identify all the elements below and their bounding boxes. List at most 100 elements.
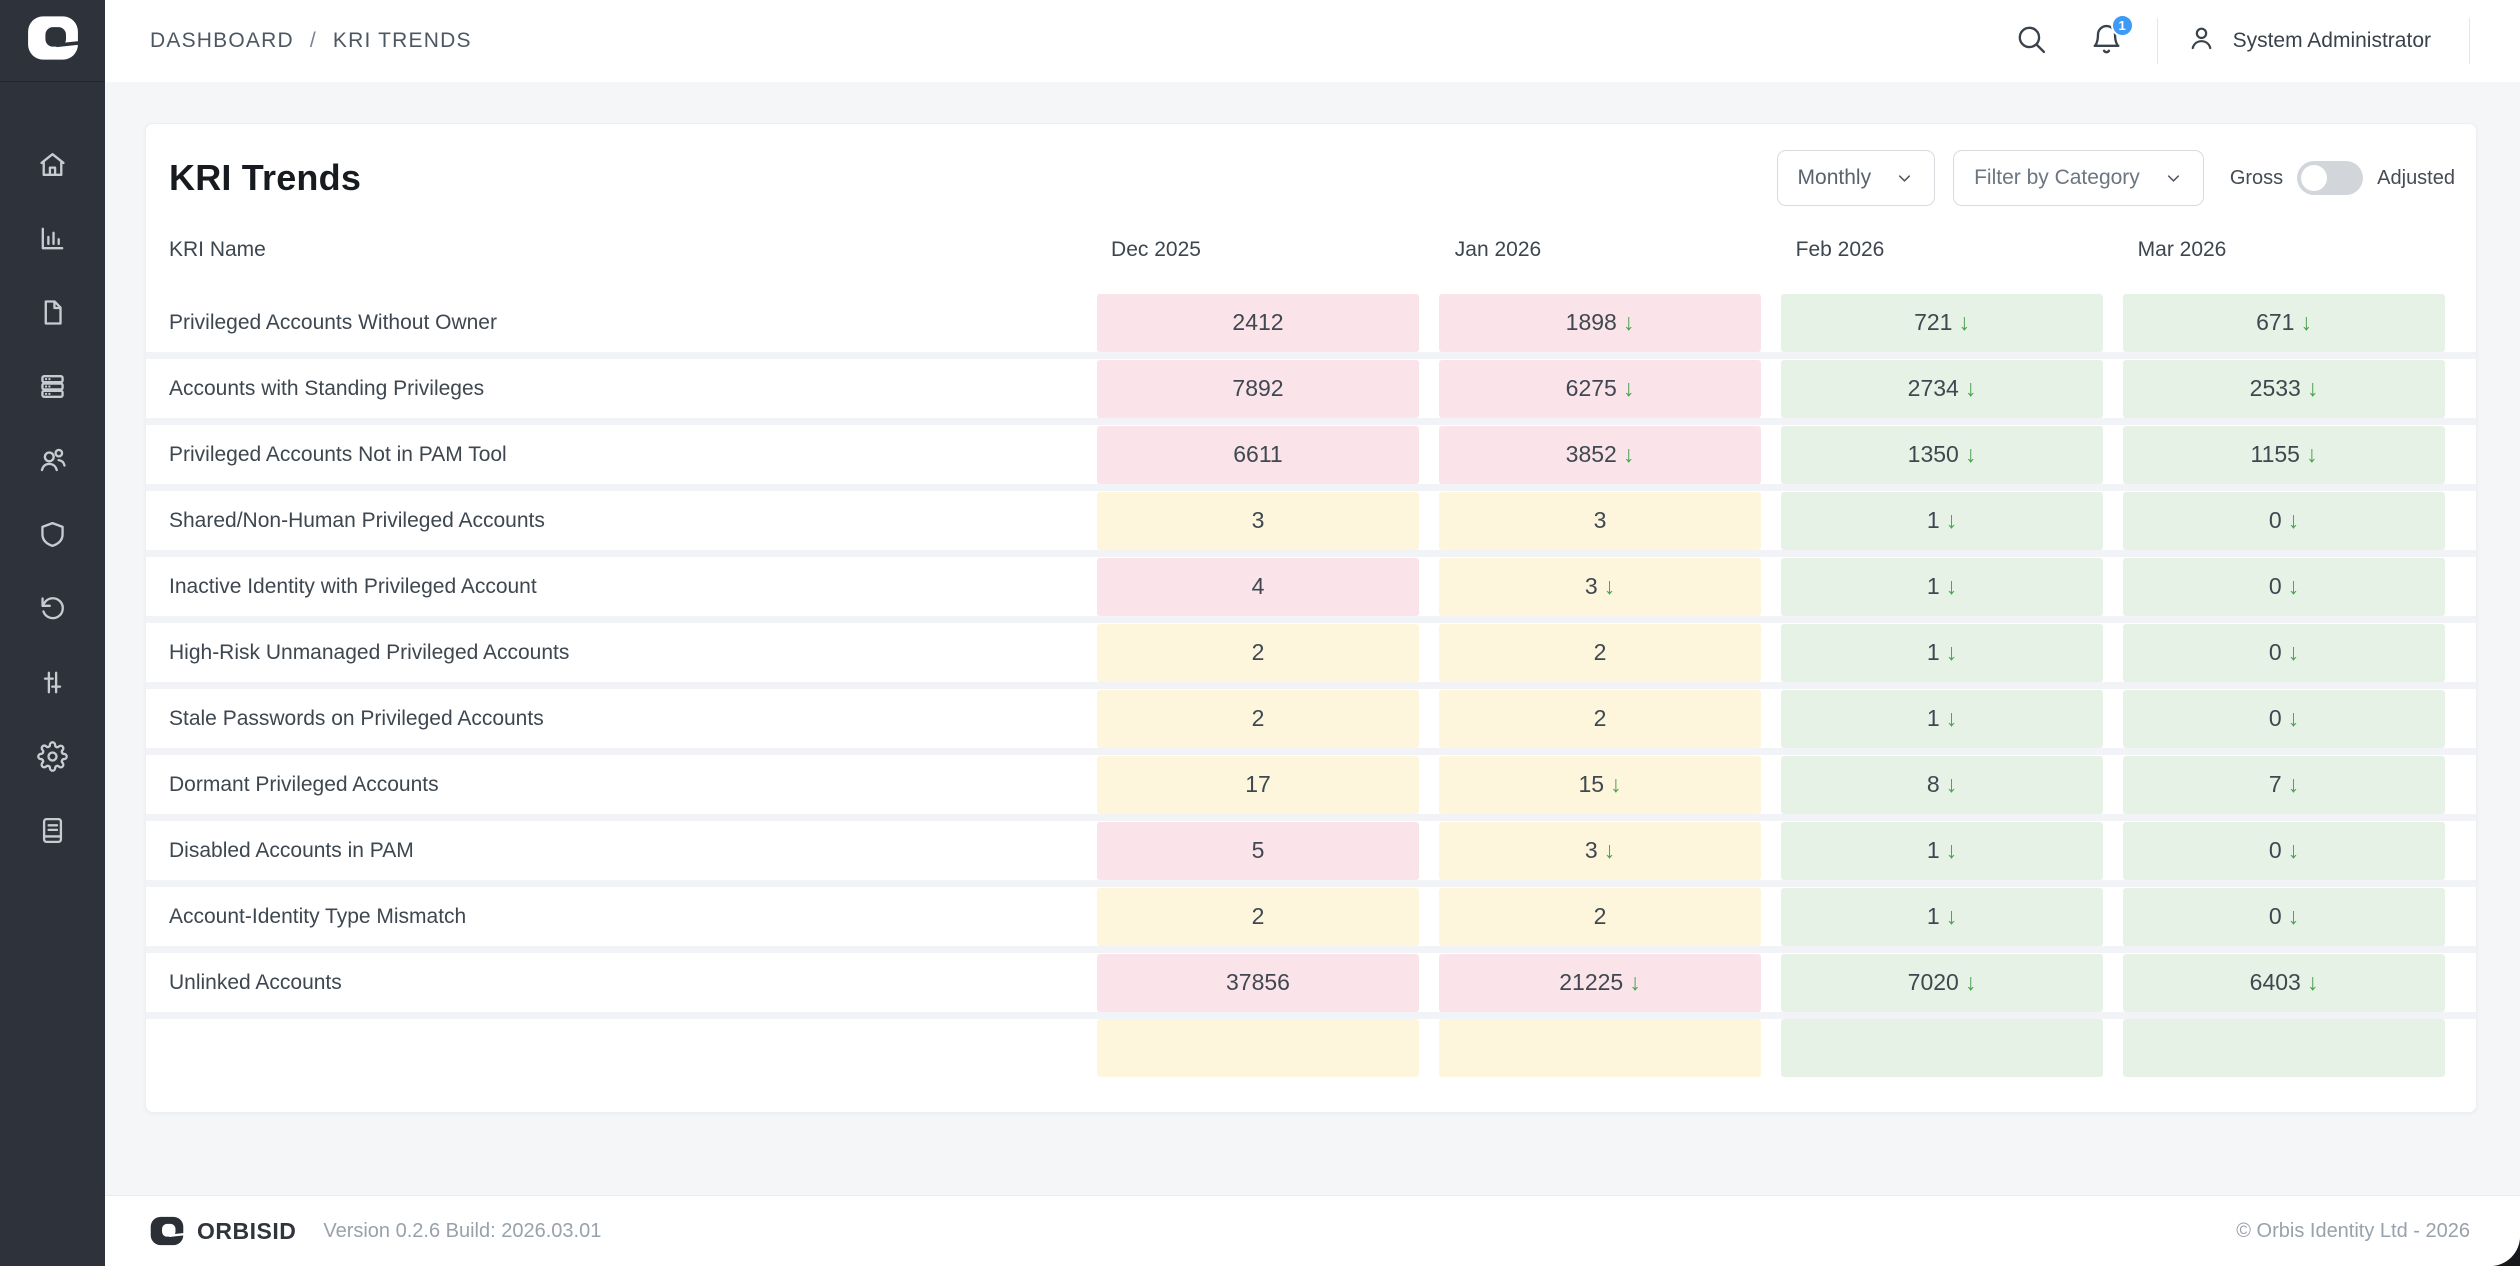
user-menu[interactable]: System Administrator	[2186, 23, 2431, 59]
category-filter-select[interactable]: Filter by Category	[1953, 150, 2204, 206]
trend-down-icon: ↓	[2306, 969, 2319, 995]
trend-down-icon: ↓	[1958, 309, 1970, 335]
kri-value: 0	[2268, 573, 2282, 599]
trend-down-icon: ↓	[2306, 375, 2319, 401]
kri-value-cell: 1 ↓	[1781, 623, 2103, 682]
brand-logo[interactable]	[0, 0, 105, 82]
kri-value-cell: 4	[1097, 557, 1419, 616]
trend-down-icon: ↓	[1964, 969, 1977, 995]
kri-value-cell: 0 ↓	[2123, 887, 2445, 946]
kri-value-cell: 0 ↓	[2123, 821, 2445, 880]
sliders-icon	[37, 667, 68, 698]
trend-down-icon: ↓	[2287, 903, 2300, 929]
kri-name-cell: Unlinked Accounts	[169, 970, 342, 994]
kri-value-cell: 6275 ↓	[1439, 359, 1761, 418]
kri-value-cell: 7020 ↓	[1781, 953, 2103, 1012]
breadcrumb: DASHBOARD / KRI TRENDS	[150, 29, 472, 53]
kri-value: 6275	[1565, 375, 1617, 401]
kri-value: 2	[1251, 705, 1265, 731]
kri-name-cell: Privileged Accounts Without Owner	[169, 310, 497, 334]
trend-down-icon: ↓	[2287, 507, 2300, 533]
gross-adjusted-toggle[interactable]	[2297, 161, 2364, 195]
kri-value: 2	[1593, 705, 1607, 731]
trend-down-icon: ↓	[2287, 771, 2300, 797]
period-select[interactable]: Monthly	[1776, 150, 1936, 206]
toggle-label-gross: Gross	[2229, 166, 2284, 189]
kri-value: 2	[1251, 639, 1265, 665]
table-row: Shared/Non-Human Privileged Accounts 3 3 1 ↓…	[146, 491, 2476, 557]
trend-down-icon: ↓	[1610, 771, 1622, 797]
footer-brand-name: ORBISID	[197, 1217, 297, 1244]
table-row: Privileged Accounts Without Owner 2412 189…	[146, 293, 2476, 359]
sidebar-item-history[interactable]	[29, 584, 77, 632]
sidebar-item-document[interactable]	[29, 288, 77, 336]
kri-value: 0	[2268, 639, 2282, 665]
table-row: Privileged Accounts Not in PAM Tool 6611 3…	[146, 425, 2476, 491]
kri-value: 1898	[1565, 309, 1617, 335]
kri-value-cell: 2	[1097, 623, 1419, 682]
kri-value-cell	[1097, 1019, 1419, 1077]
kri-value-cell: 1 ↓	[1781, 689, 2103, 748]
topbar: DASHBOARD / KRI TRENDS 1	[105, 0, 2520, 82]
table-body[interactable]: Privileged Accounts Without Owner 2412 189…	[146, 293, 2476, 1077]
trend-down-icon: ↓	[2300, 309, 2312, 335]
trend-down-icon: ↓	[1622, 309, 1635, 335]
kri-value-cell: 2	[1439, 887, 1761, 946]
sidebar-nav	[29, 82, 77, 854]
kri-value: 0	[2268, 837, 2282, 863]
trend-down-icon: ↓	[2287, 573, 2300, 599]
breadcrumb-item-dashboard[interactable]: DASHBOARD	[150, 29, 294, 52]
kri-name-cell: Dormant Privileged Accounts	[169, 772, 439, 796]
kri-value: 8	[1926, 771, 1940, 797]
kri-value: 6611	[1233, 441, 1283, 467]
breadcrumb-separator: /	[309, 29, 317, 52]
kri-value: 7	[2268, 771, 2282, 797]
footer-version: Version 0.2.6 Build: 2026.03.01	[323, 1219, 602, 1242]
kri-value-cell: 2	[1439, 623, 1761, 682]
kri-value: 3852	[1565, 441, 1617, 467]
kri-value: 2533	[2249, 375, 2301, 401]
sidebar-item-gear[interactable]	[29, 732, 77, 780]
footer: ORBISID Version 0.2.6 Build: 2026.03.01 …	[105, 1195, 2520, 1266]
table-row: Account-Identity Type Mismatch 2 2 1 ↓ 0 ↓	[146, 887, 2476, 953]
sidebar-item-users[interactable]	[29, 436, 77, 484]
breadcrumb-item-kri-trends[interactable]: KRI TRENDS	[332, 29, 472, 52]
footer-copyright: © Orbis Identity Ltd - 2026	[2236, 1219, 2470, 1242]
sidebar-item-shield[interactable]	[29, 510, 77, 558]
kri-value-cell: 721 ↓	[1781, 293, 2103, 352]
book-icon	[37, 815, 68, 846]
kri-value: 1	[1926, 837, 1940, 863]
trend-down-icon: ↓	[1945, 903, 1958, 929]
gear-icon	[37, 740, 68, 772]
search-button[interactable]	[2015, 23, 2048, 59]
kri-value: 1	[1926, 903, 1940, 929]
kri-value: 2412	[1232, 309, 1284, 335]
kri-value: 6403	[2249, 969, 2301, 995]
sidebar-item-sliders[interactable]	[29, 658, 77, 706]
kri-value: 0	[2268, 903, 2282, 929]
kri-value: 7020	[1907, 969, 1959, 995]
table-row: Dormant Privileged Accounts 17 15 ↓ 8 ↓ 7 ↓	[146, 755, 2476, 821]
kri-value: 2	[1593, 639, 1607, 665]
kri-value-cell: 8 ↓	[1781, 755, 2103, 814]
kri-value-cell: 1 ↓	[1781, 491, 2103, 550]
user-name: System Administrator	[2232, 29, 2431, 52]
table-row: Unlinked Accounts 37856 21225 ↓ 7020 ↓ 6403 ↓	[146, 953, 2476, 1019]
col-header-dec-2025: Dec 2025	[1111, 238, 1201, 261]
sidebar-item-bar-chart[interactable]	[29, 214, 77, 262]
trend-down-icon: ↓	[1945, 705, 1958, 731]
sidebar-item-home[interactable]	[29, 140, 77, 188]
kri-value: 21225	[1559, 969, 1624, 995]
search-icon	[2015, 23, 2048, 59]
kri-value-cell: 0 ↓	[2123, 491, 2445, 550]
trend-down-icon: ↓	[1945, 507, 1958, 533]
sidebar-item-book[interactable]	[29, 806, 77, 854]
table-row: Accounts with Standing Privileges 7892 627…	[146, 359, 2476, 425]
notifications-button[interactable]: 1	[2090, 14, 2134, 59]
kri-value: 37856	[1226, 969, 1290, 995]
kri-value: 1	[1926, 705, 1940, 731]
sidebar-item-server[interactable]	[29, 362, 77, 410]
table-row: Disabled Accounts in PAM 5 3 ↓ 1 ↓ 0 ↓	[146, 821, 2476, 887]
history-icon	[37, 593, 68, 624]
